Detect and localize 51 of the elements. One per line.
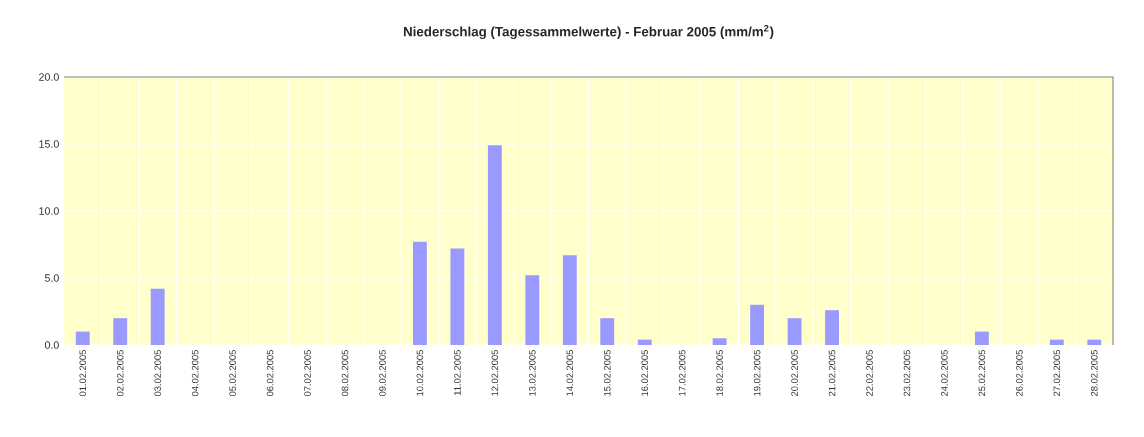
y-tick-label: 15.0: [39, 140, 59, 148]
x-tick-label: 01.02.2005: [79, 350, 87, 397]
bar: [974, 331, 989, 345]
y-tick-label: 10.0: [39, 207, 59, 215]
bar: [712, 338, 727, 345]
bar: [150, 288, 165, 345]
bar: [1049, 339, 1064, 345]
x-tick-label: 28.02.2005: [1090, 350, 1098, 396]
x-tick-label: 25.02.2005: [978, 350, 986, 396]
x-tick-label: 20.02.2005: [791, 350, 798, 396]
bar: [600, 318, 615, 345]
bar: [525, 275, 540, 345]
x-tick-label: 22.02.2005: [866, 350, 873, 396]
bar: [412, 241, 427, 345]
x-tick-label: 19.02.2005: [753, 350, 761, 396]
bar: [750, 304, 765, 345]
bar: [113, 318, 128, 345]
x-tick-label: 26.02.2005: [1016, 350, 1023, 396]
x-tick-label: 18.02.2005: [716, 350, 723, 396]
x-tick-label: 11.02.2005: [454, 350, 461, 396]
x-tick-label: 08.02.2005: [341, 350, 349, 397]
bar: [787, 318, 802, 345]
chart-title: Niederschlag (Tagessammelwerte) - Februar 2005 (mm/m$^{2}$): [403, 24, 774, 40]
y-tick-label: 5.0: [44, 274, 59, 282]
x-tick-label: 27.02.2005: [1053, 350, 1061, 396]
bar: [450, 248, 465, 345]
x-tick-label: 17.02.2005: [678, 350, 686, 396]
x-tick-label: 05.02.2005: [229, 350, 236, 397]
x-tick-label: 12.02.2005: [491, 350, 499, 396]
bar: [562, 255, 577, 345]
x-tick-label: 13.02.2005: [529, 350, 536, 396]
x-tick-label: 23.02.2005: [903, 350, 911, 396]
bar: [825, 310, 839, 345]
x-tick-label: 15.02.2005: [603, 350, 611, 396]
x-tick-label: 10.02.2005: [416, 350, 424, 396]
y-tick-label: 0.0: [44, 341, 59, 349]
x-tick-label: 06.02.2005: [266, 350, 274, 397]
x-tick-label: 04.02.2005: [191, 350, 199, 397]
x-tick-label: 16.02.2005: [641, 350, 648, 396]
x-tick-label: 14.02.2005: [566, 350, 574, 396]
x-tick-label: 09.02.2005: [379, 350, 386, 397]
x-tick-label: 02.02.2005: [116, 350, 124, 397]
bar: [637, 339, 652, 345]
x-tick-label: 03.02.2005: [154, 350, 161, 397]
x-tick-label: 07.02.2005: [304, 350, 311, 397]
x-tick-label: 24.02.2005: [941, 350, 948, 396]
bar: [1087, 339, 1102, 345]
y-tick-label: 20.0: [39, 73, 59, 81]
x-tick-label: 21.02.2005: [828, 350, 836, 396]
bar: [75, 331, 90, 345]
bar: [487, 145, 502, 345]
